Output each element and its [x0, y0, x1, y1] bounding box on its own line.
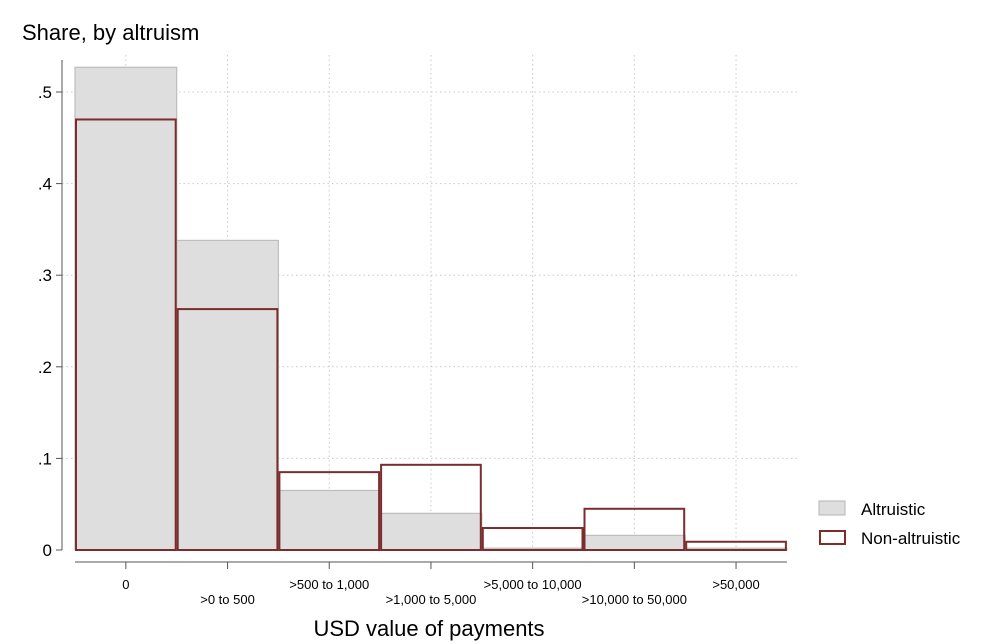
- bar-altruistic: [277, 489, 381, 551]
- non-altruistic-bars: [75, 118, 787, 552]
- bar-non-altruistic: [176, 308, 279, 552]
- y-tick-label: .1: [38, 449, 52, 468]
- y-tick-label: 0: [43, 541, 52, 560]
- x-tick-label: >10,000 to 50,000: [582, 592, 687, 607]
- legend-swatch-non-altruistic: [819, 530, 846, 545]
- x-tick-label: >0 to 500: [200, 592, 255, 607]
- bar-non-altruistic: [75, 118, 177, 551]
- y-tick-label: .3: [38, 266, 52, 285]
- bar-altruistic: [379, 512, 483, 551]
- bar-non-altruistic: [380, 463, 482, 552]
- altruistic-bars: [74, 66, 788, 551]
- bar-non-altruistic: [278, 471, 381, 552]
- legend-label-non-altruistic: Non-altruistic: [861, 529, 961, 548]
- y-tick-label: .4: [38, 175, 52, 194]
- bar-altruistic: [176, 239, 279, 551]
- x-tick-label: 0: [122, 577, 129, 592]
- bar-non-altruistic: [481, 527, 584, 551]
- bar-altruistic: [582, 534, 686, 551]
- bar-non-altruistic: [685, 540, 787, 551]
- bar-altruistic: [74, 66, 178, 551]
- x-tick-label: >50,000: [712, 577, 759, 592]
- x-axis: 0 >0 to 500 >500 to 1,000 >1,000 to 5,000 >5…: [75, 561, 787, 607]
- legend-label-altruistic: Altruistic: [861, 500, 926, 519]
- y-tick-label: .2: [38, 358, 52, 377]
- legend: Altruistic Non-altruistic: [818, 500, 961, 548]
- chart-title: Share, by altruism: [22, 20, 199, 45]
- y-axis: 0 .1 .2 .3 .4 .5: [38, 60, 63, 560]
- legend-swatch-altruistic: [818, 500, 846, 516]
- y-tick-label: .5: [38, 83, 52, 102]
- x-tick-label: >5,000 to 10,000: [484, 577, 582, 592]
- x-axis-title: USD value of payments: [313, 616, 544, 641]
- x-tick-label: >1,000 to 5,000: [386, 592, 477, 607]
- x-tick-label: >500 to 1,000: [289, 577, 369, 592]
- bar-non-altruistic: [583, 507, 686, 551]
